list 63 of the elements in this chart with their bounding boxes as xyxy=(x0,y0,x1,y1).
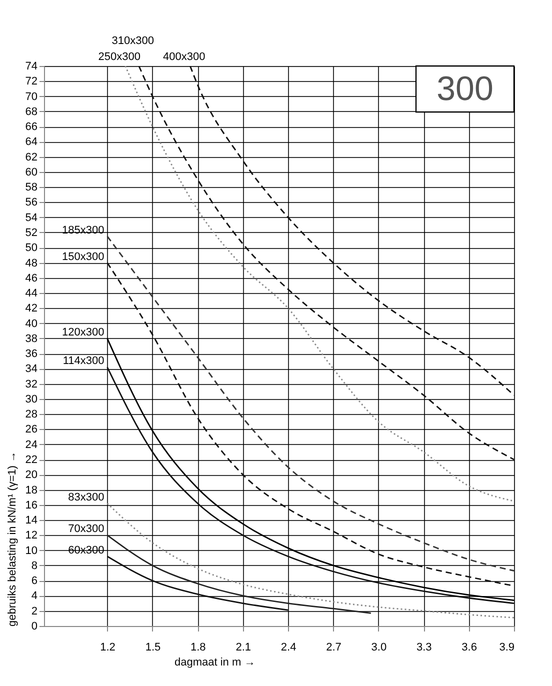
y-tick-label: 30 xyxy=(25,393,38,406)
annotation: 300 xyxy=(436,70,494,108)
y-tick-label: 6 xyxy=(31,575,38,588)
y-tick-label: 36 xyxy=(25,348,38,360)
x-axis-title: dagmaat in m → xyxy=(174,656,256,668)
x-tick-label: 1.5 xyxy=(145,642,161,654)
x-tick-label: 3.9 xyxy=(499,642,514,654)
y-tick-label: 32 xyxy=(25,378,38,390)
y-tick-label: 2 xyxy=(31,605,38,618)
y-tick-label: 48 xyxy=(25,257,38,270)
y-axis-title: gebruiks belasting in kN/m¹ (γ=1) → xyxy=(6,451,18,626)
x-tick-label: 1.8 xyxy=(190,642,206,654)
y-tick-label: 0 xyxy=(31,620,38,632)
series-label: 250x300 xyxy=(98,51,140,63)
y-tick-label: 16 xyxy=(25,499,38,512)
y-tick-label: 54 xyxy=(25,212,38,224)
y-tick-label: 20 xyxy=(25,469,38,482)
y-tick-label: 50 xyxy=(25,242,38,254)
y-tick-label: 14 xyxy=(25,514,38,527)
text: 310x300 xyxy=(112,35,154,47)
y-tick-label: 74 xyxy=(25,60,38,72)
y-tick-label: 46 xyxy=(25,272,38,284)
x-tick-label: 2.1 xyxy=(236,642,251,654)
y-tick-label: 44 xyxy=(25,288,38,300)
series-label: 400x300 xyxy=(163,51,206,63)
x-tick-label: 3.3 xyxy=(416,642,432,654)
line-series xyxy=(106,534,372,614)
y-tick-label: 4 xyxy=(31,590,38,602)
x-tick-label: 3.6 xyxy=(462,642,477,654)
series-label: 70x300 xyxy=(68,523,104,536)
line-series xyxy=(106,556,289,611)
y-tick-label: 28 xyxy=(25,408,38,421)
x-tick-label: 2.4 xyxy=(280,642,296,654)
y-tick-label: 68 xyxy=(25,106,38,118)
series-label: 150x300 xyxy=(62,250,104,263)
y-tick-label: 34 xyxy=(25,363,38,376)
x-tick-label: 2.7 xyxy=(326,642,342,654)
y-tick-label: 24 xyxy=(25,438,38,451)
y-tick-label: 66 xyxy=(25,121,38,134)
series-label: 83x300 xyxy=(68,491,104,504)
y-tick-label: 12 xyxy=(25,530,38,542)
y-tick-label: 42 xyxy=(25,302,38,315)
y-tick-label: 60 xyxy=(25,166,38,178)
y-tick-label: 52 xyxy=(25,226,38,239)
y-tick-label: 72 xyxy=(25,76,38,88)
line-series xyxy=(189,66,514,396)
series-label: 114x300 xyxy=(62,355,104,368)
y-tick-label: 64 xyxy=(25,136,38,148)
line-series xyxy=(106,502,514,618)
y-tick-label: 58 xyxy=(25,182,38,194)
x-tick-label: 1.2 xyxy=(100,642,116,654)
y-tick-label: 56 xyxy=(25,196,38,209)
y-tick-label: 62 xyxy=(25,151,38,164)
y-tick-label: 70 xyxy=(25,90,38,103)
y-tick-label: 22 xyxy=(25,454,38,466)
y-tick-label: 38 xyxy=(25,332,38,345)
y-tick-label: 18 xyxy=(25,484,38,496)
y-tick-label: 26 xyxy=(25,424,38,436)
y-tick-label: 40 xyxy=(25,318,38,330)
x-tick-label: 3.0 xyxy=(371,642,387,654)
y-tick-label: 10 xyxy=(25,544,38,557)
series-label: 120x300 xyxy=(62,326,104,338)
y-tick-label: 8 xyxy=(31,560,38,572)
